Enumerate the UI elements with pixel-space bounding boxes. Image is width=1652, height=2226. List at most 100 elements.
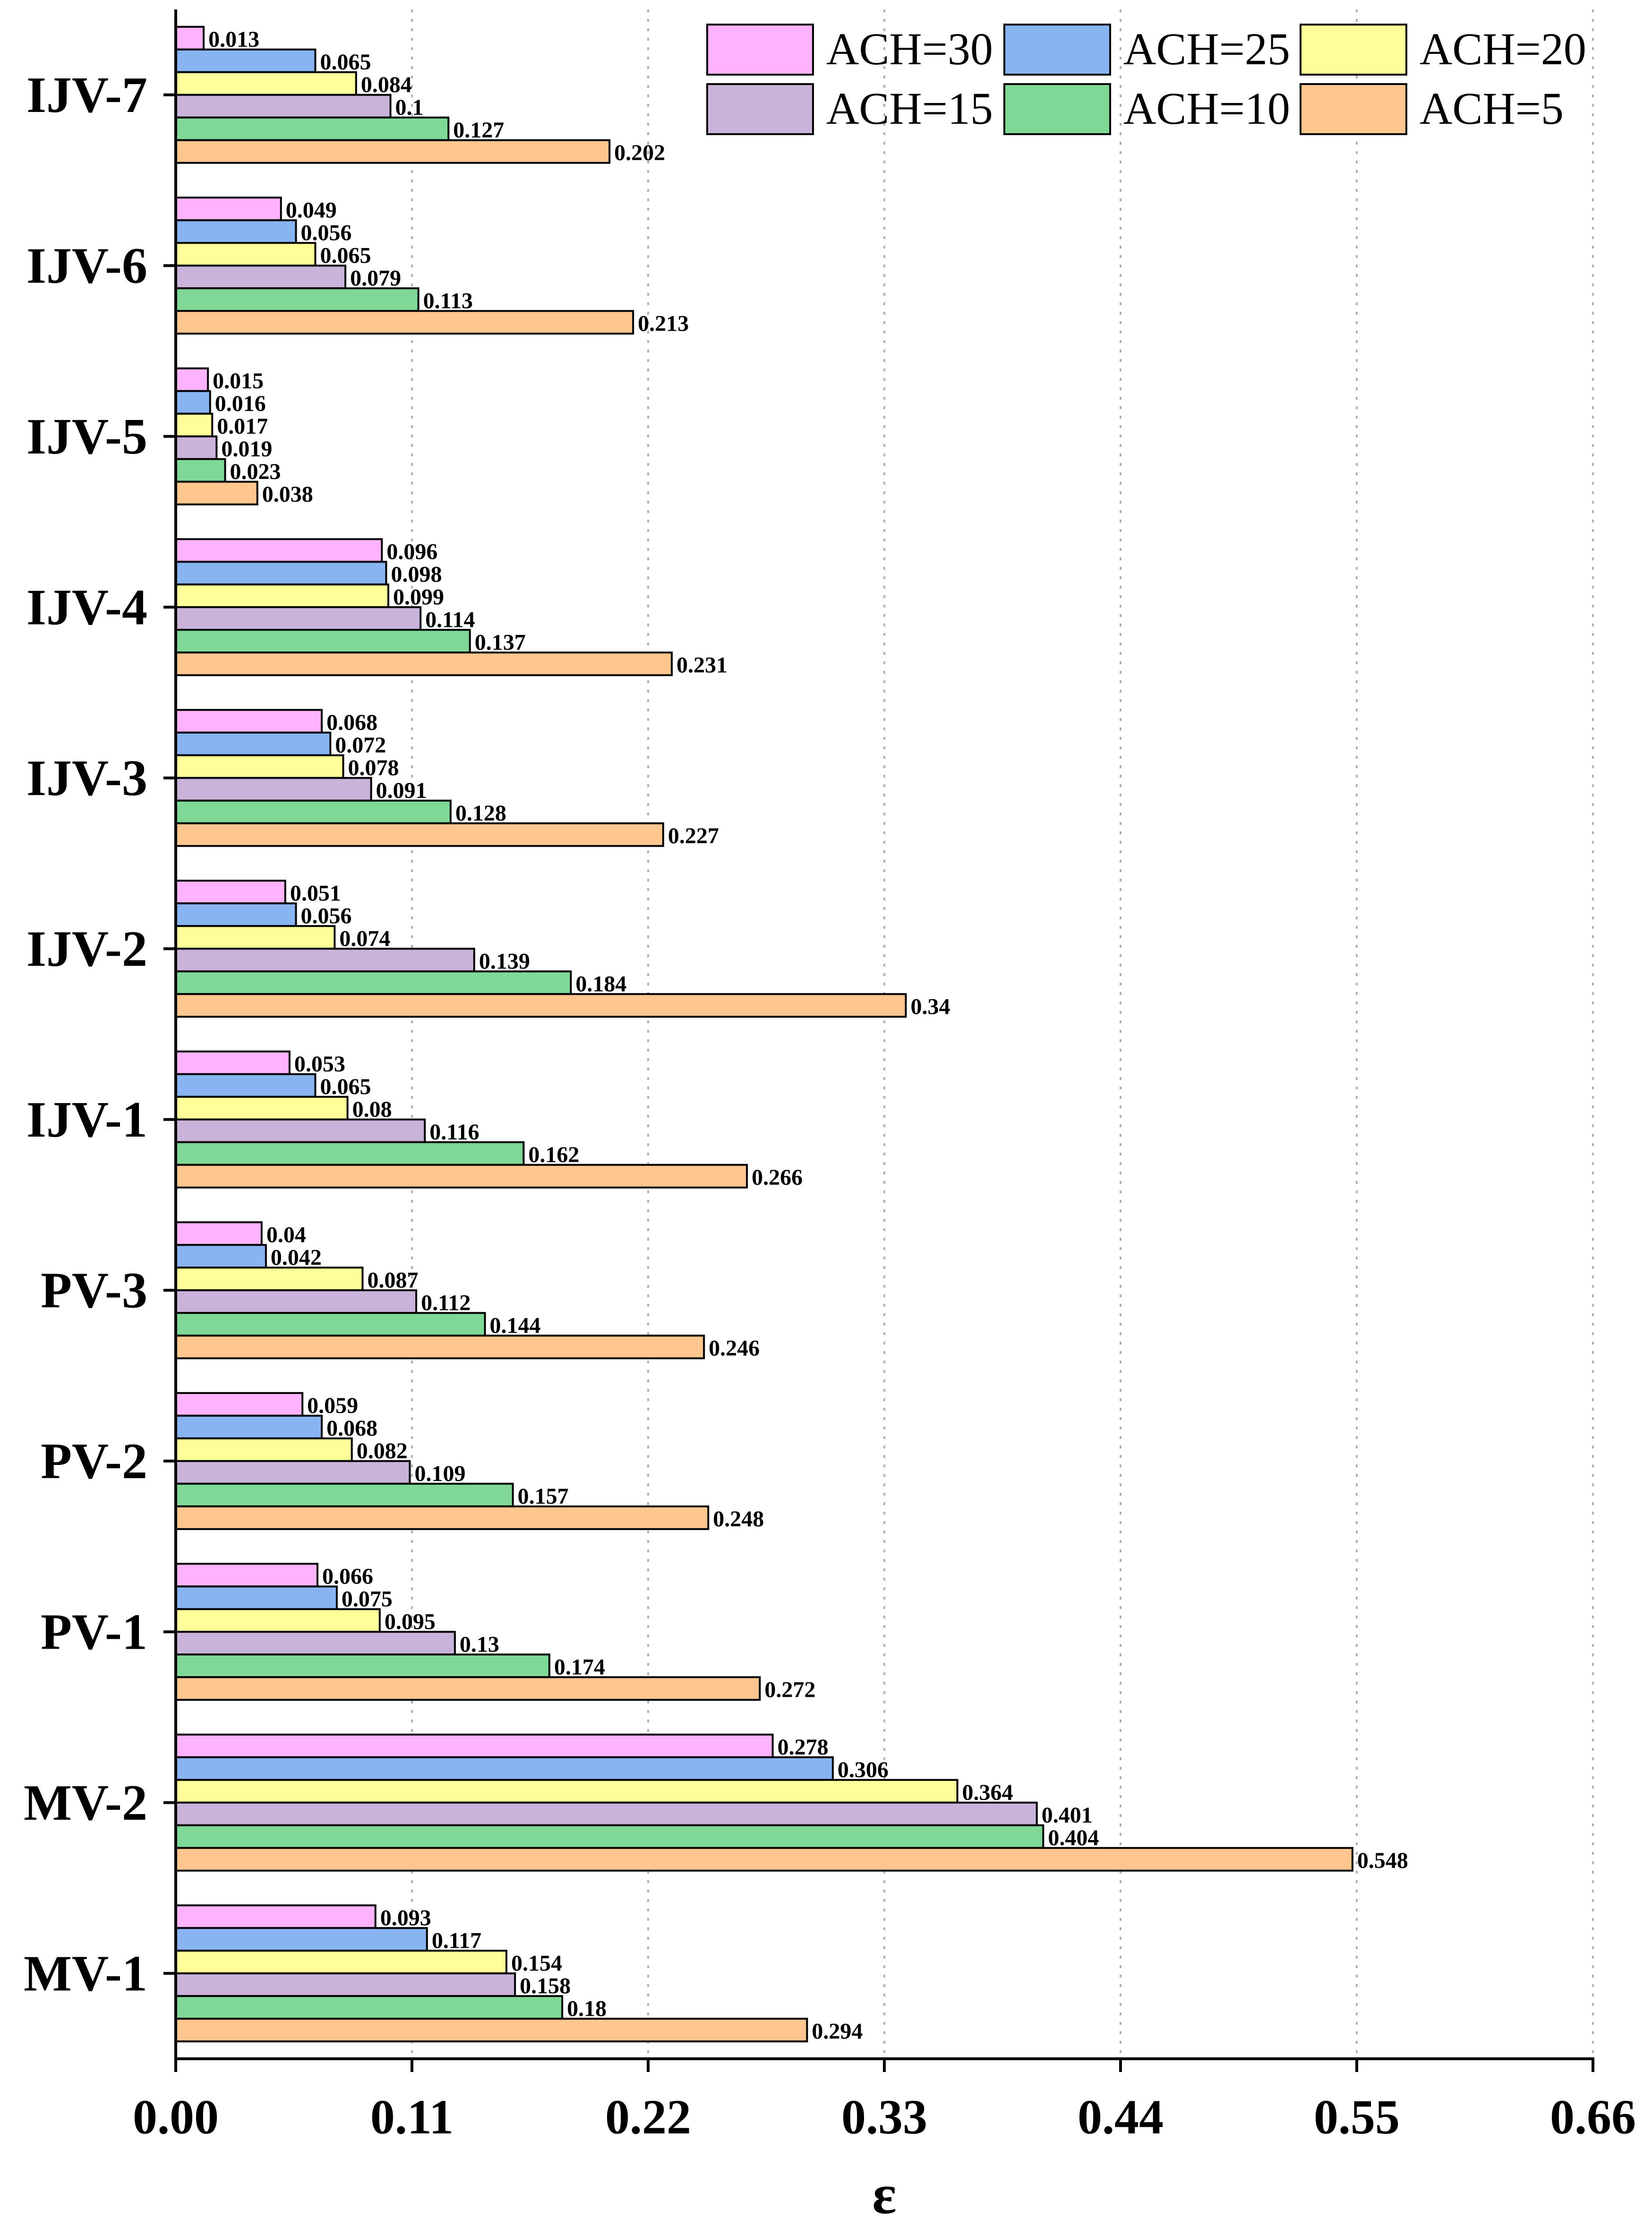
bar-ijv-2-ach-20 [175,925,336,950]
data-label: 0.013 [208,27,259,52]
bar-pv-3-ach-5 [175,1335,705,1360]
data-label: 0.065 [320,1074,371,1099]
legend-swatch [1003,24,1111,76]
bar-ijv-4-ach-5 [175,651,673,676]
bar-ijv-7-ach-30 [175,26,205,51]
data-label: 0.017 [217,414,268,439]
category-label: IJV-2 [26,921,147,977]
data-label: 0.091 [376,778,427,803]
x-tick-label: 0.66 [1550,2090,1636,2144]
category-label: PV-2 [41,1433,147,1490]
bar-mv-2-ach-30 [175,1733,774,1758]
bar-pv-1-ach-25 [175,1585,338,1610]
bar-ijv-2-ach-25 [175,902,297,927]
category-label: IJV-3 [26,750,147,806]
legend-label: ACH=30 [826,24,993,74]
data-label: 0.114 [425,607,475,632]
data-label: 0.1 [395,95,424,120]
bar-mv-2-ach-20 [175,1779,959,1804]
x-tick-label: 0.33 [841,2090,927,2144]
data-label: 0.162 [528,1142,579,1167]
bar-ijv-1-ach-10 [175,1141,525,1166]
data-label: 0.158 [520,1973,571,1998]
category-label: IJV-1 [26,1092,147,1148]
bar-pv-1-ach-5 [175,1676,761,1701]
data-label: 0.082 [357,1438,408,1464]
category-label: IJV-7 [26,67,147,123]
data-label: 0.401 [1042,1803,1093,1828]
bar-ijv-5-ach-30 [175,367,209,392]
category-label: MV-1 [24,1945,147,2002]
data-label: 0.109 [414,1461,465,1486]
data-label: 0.128 [455,801,506,826]
data-label: 0.087 [367,1267,418,1293]
data-label: 0.068 [326,1416,377,1441]
data-label: 0.154 [511,1951,562,1976]
category-label: PV-3 [41,1262,147,1318]
bar-pv-3-ach-20 [175,1267,364,1292]
bar-ijv-4-ach-30 [175,538,383,563]
bar-ijv-2-ach-30 [175,880,286,905]
data-label: 0.096 [386,539,437,564]
bar-ijv-5-ach-20 [175,412,214,437]
bar-ijv-3-ach-25 [175,731,332,756]
legend-label: ACH=15 [826,83,993,134]
data-label: 0.074 [339,926,390,951]
data-label: 0.099 [393,584,444,609]
legend-label: ACH=10 [1123,83,1290,134]
data-label: 0.068 [326,710,377,735]
data-label: 0.049 [286,197,337,223]
bar-ijv-4-ach-25 [175,561,387,586]
x-axis-title: ε [872,2163,896,2226]
legend-label: ACH=20 [1420,24,1586,74]
data-label: 0.079 [350,265,401,291]
data-label: 0.019 [221,437,272,462]
data-label: 0.04 [266,1222,306,1247]
data-label: 0.023 [230,459,281,484]
bar-ijv-7-ach-5 [175,139,611,164]
data-label: 0.174 [554,1654,605,1679]
bar-mv-1-ach-20 [175,1950,507,1975]
data-label: 0.144 [490,1313,541,1338]
data-label: 0.184 [575,971,626,996]
data-label: 0.404 [1048,1825,1099,1850]
bar-ijv-4-ach-10 [175,629,471,654]
data-label: 0.051 [290,881,341,906]
data-label: 0.34 [910,994,950,1019]
data-label: 0.294 [812,2019,863,2044]
bar-pv-1-ach-20 [175,1608,381,1633]
x-tick-label: 0.00 [133,2090,219,2144]
bar-ijv-1-ach-25 [175,1073,317,1098]
data-label: 0.065 [320,50,371,75]
bar-mv-2-ach-15 [175,1801,1038,1826]
category-label: IJV-5 [26,409,147,465]
bar-mv-2-ach-25 [175,1756,834,1781]
data-label: 0.548 [1357,1848,1408,1873]
data-label: 0.117 [432,1928,481,1953]
bar-ijv-3-ach-10 [175,799,452,824]
bar-ijv-3-ach-20 [175,754,344,779]
data-label: 0.139 [479,949,530,974]
x-tick-label: 0.55 [1314,2090,1400,2144]
category-label: IJV-4 [26,579,147,635]
bar-ijv-7-ach-10 [175,116,450,141]
data-label: 0.202 [614,140,665,165]
bar-ijv-6-ach-30 [175,197,282,222]
data-label: 0.08 [352,1097,392,1122]
bar-pv-3-ach-25 [175,1244,267,1269]
bar-pv-3-ach-15 [175,1289,418,1314]
bar-mv-1-ach-30 [175,1904,377,1929]
bar-ijv-3-ach-15 [175,777,372,802]
x-tick-label: 0.44 [1078,2090,1164,2144]
data-label: 0.065 [320,243,371,268]
data-label: 0.095 [385,1609,436,1634]
data-label: 0.075 [342,1586,393,1611]
x-tick-label: 0.22 [605,2090,691,2144]
legend: ACH=30 ACH=25 ACH=20 ACH=15 ACH=10 ACH=5 [706,24,1586,135]
data-label: 0.266 [752,1165,803,1190]
bar-ijv-5-ach-10 [175,458,226,483]
bar-ijv-1-ach-20 [175,1096,349,1121]
data-label: 0.016 [215,391,266,416]
bar-pv-1-ach-10 [175,1653,550,1678]
